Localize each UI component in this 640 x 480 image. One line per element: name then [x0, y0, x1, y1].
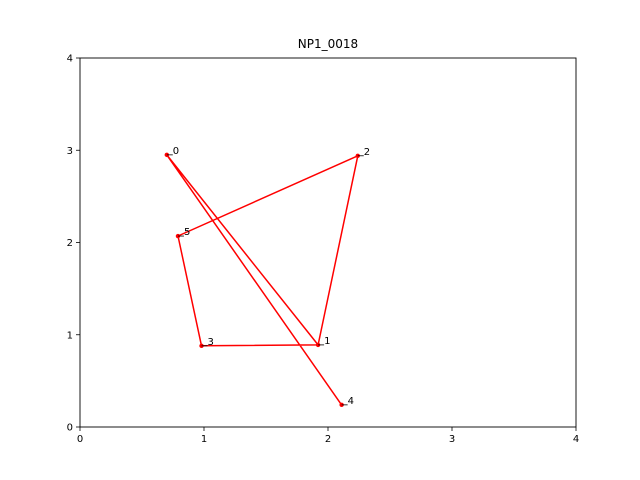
point-label: 2	[364, 147, 370, 158]
route-line	[166, 154, 359, 406]
y-tick-label: 2	[67, 238, 73, 249]
plot-area	[80, 58, 576, 427]
y-tick-label: 0	[67, 423, 73, 434]
x-tick-label: 0	[77, 434, 83, 445]
point-label: 5	[184, 227, 190, 238]
route-layer	[166, 154, 359, 406]
x-tick-label: 2	[325, 434, 331, 445]
x-tick-label: 3	[449, 434, 455, 445]
point-label: 3	[208, 337, 214, 348]
y-axis: 0 1 2 3 4	[67, 54, 80, 434]
point-label: 1	[324, 336, 330, 347]
point-label: 4	[348, 396, 354, 407]
chart-title: NP1_0018	[298, 37, 358, 51]
point-label: 0	[173, 146, 179, 157]
x-tick-label: 1	[201, 434, 207, 445]
x-axis: 0 1 2 3 4	[77, 427, 579, 445]
y-tick-label: 1	[67, 330, 73, 341]
point-marker	[315, 342, 321, 348]
x-tick-label: 4	[573, 434, 579, 445]
plot-frame	[79, 57, 577, 428]
y-tick-label: 4	[67, 54, 73, 65]
y-tick-label: 3	[67, 146, 73, 157]
points-layer: 0 1 2 3 4 5	[164, 146, 370, 408]
